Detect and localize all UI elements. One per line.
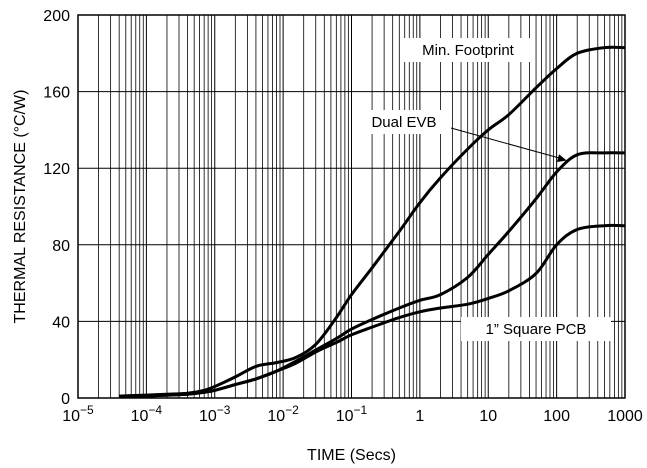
x-tick-label: 10 bbox=[479, 408, 497, 425]
x-tick-label: 10−3 bbox=[199, 403, 231, 425]
series-label-1: Dual EVB bbox=[371, 114, 436, 131]
series-line-2 bbox=[119, 223, 626, 399]
series-labels: Min. Footprint Dual EVB 1” Square PCB bbox=[359, 38, 611, 341]
series-label-background bbox=[359, 110, 449, 134]
y-tick-label: 200 bbox=[43, 8, 70, 25]
series-label-2: 1” Square PCB bbox=[486, 321, 587, 338]
series-label-background bbox=[404, 38, 532, 62]
series-group bbox=[119, 45, 626, 399]
x-tick-label: 1 bbox=[415, 408, 424, 425]
dual-evb-leader-line bbox=[450, 127, 565, 161]
x-tick-label: 10−2 bbox=[267, 403, 299, 425]
y-tick-label: 160 bbox=[43, 85, 70, 102]
grid bbox=[78, 15, 625, 398]
series-label-0: Min. Footprint bbox=[422, 42, 515, 59]
y-tick-label: 120 bbox=[43, 161, 70, 178]
dual-evb-arrowhead bbox=[556, 154, 567, 162]
y-tick-label: 0 bbox=[61, 391, 70, 408]
plot-frame bbox=[77, 14, 626, 399]
x-tick-label: 100 bbox=[543, 408, 570, 425]
x-tick-labels: 10−5 10−4 10−3 10−2 10−1 1 10 100 1000 bbox=[62, 403, 643, 425]
x-axis-label: TIME (Secs) bbox=[307, 447, 396, 464]
y-tick-label: 80 bbox=[52, 238, 70, 255]
y-axis-label: THERMAL RESISTANCE (°C/W) bbox=[12, 90, 29, 324]
x-tick-label: 10−4 bbox=[131, 403, 163, 425]
x-tick-label: 10−1 bbox=[336, 403, 368, 425]
x-tick-label: 1000 bbox=[607, 408, 643, 425]
series-label-background bbox=[461, 317, 611, 341]
y-tick-label: 40 bbox=[52, 314, 70, 331]
series-line-0 bbox=[119, 45, 626, 398]
y-tick-labels: 0 40 80 120 160 200 bbox=[43, 8, 70, 408]
x-tick-label: 10−5 bbox=[62, 403, 94, 425]
